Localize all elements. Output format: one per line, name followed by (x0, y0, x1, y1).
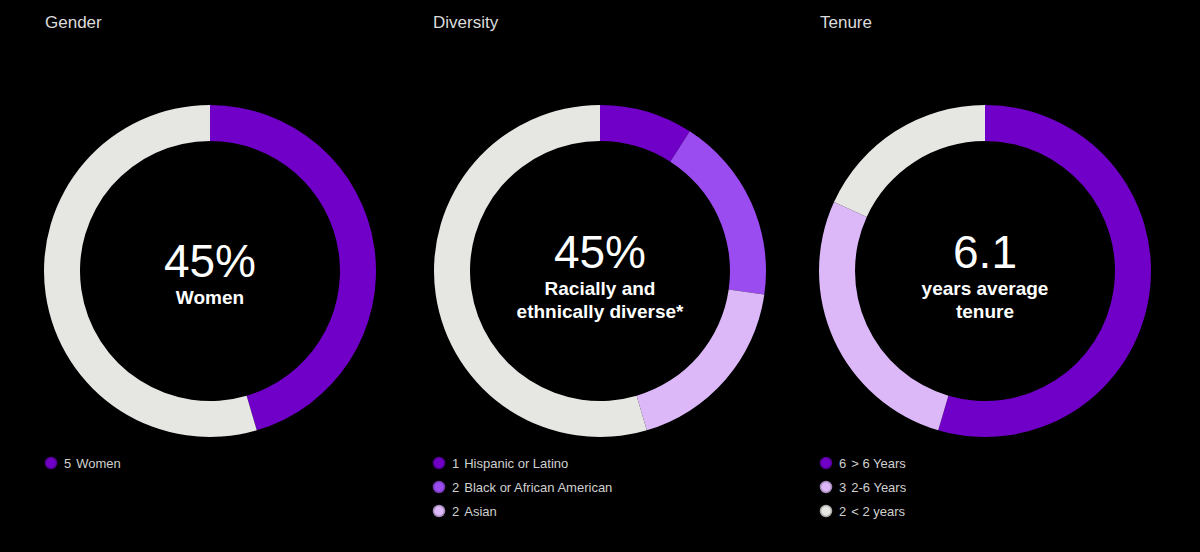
center-label: tenure (956, 301, 1014, 322)
legend-value: 6 (839, 456, 846, 471)
center-value: 6.1 (953, 226, 1017, 278)
donut-chart: Gender45%Women5Women (44, 13, 376, 471)
legend-marker (821, 458, 832, 469)
legend-marker (821, 506, 832, 517)
slices (819, 105, 1151, 437)
legend-value: 5 (64, 456, 71, 471)
legend-entry: 1 Hispanic or Latino (452, 456, 568, 471)
center-label: ethnically diverse* (517, 301, 684, 322)
legend-value: 2 (452, 480, 459, 495)
slices (44, 105, 376, 437)
legend-entry: 5 Women (64, 456, 121, 471)
center-label: Women (176, 287, 244, 308)
legend-value: 2 (839, 504, 846, 519)
legend-marker (434, 482, 445, 493)
chart-title: Diversity (433, 13, 499, 32)
center-label: years average (922, 278, 1049, 299)
legend-entry: 2 Asian (452, 504, 497, 519)
donut-chart: Tenure6.1years averagetenure6> 6 Years32… (819, 13, 1151, 519)
center-value: 45% (164, 235, 256, 287)
donut-slice (819, 202, 948, 430)
legend: 1 Hispanic or Latino 2 Black or African Ame… (434, 456, 613, 519)
legend-label: > 6 Years (851, 456, 906, 471)
legend-marker (821, 482, 832, 493)
donut-slice (938, 105, 1151, 437)
legend-entry: 6 > 6 Years (839, 456, 906, 471)
legend: 6 > 6 Years 3 2-6 Years 2 < 2 years (821, 456, 907, 519)
donut-slice (44, 105, 257, 437)
legend: 5 Women (46, 456, 121, 471)
legend-marker (46, 458, 57, 469)
legend-entry: 2 Black or African American (452, 480, 612, 495)
legend-label: Hispanic or Latino (464, 456, 568, 471)
legend-marker (434, 458, 445, 469)
donut-slice (434, 105, 647, 437)
legend-marker (434, 506, 445, 517)
legend-label: < 2 years (851, 504, 905, 519)
donut-chart: Diversity 45%Racially andethnically diver… (433, 13, 766, 519)
legend-label: Black or African American (464, 480, 612, 495)
donut-slice (834, 105, 985, 217)
legend-label: Women (76, 456, 121, 471)
legend-label: 2-6 Years (851, 480, 906, 495)
legend-value: 2 (452, 504, 459, 519)
center-label: Racially and (545, 278, 656, 299)
legend-value: 1 (452, 456, 459, 471)
legend-label: Asian (464, 504, 497, 519)
background (0, 0, 1200, 552)
legend-entry: 2 < 2 years (839, 504, 906, 519)
chart-canvas: Gender45%Women5WomenDiversity45%Racially… (0, 0, 1200, 552)
legend-entry: 3 2-6 Years (839, 480, 907, 495)
legend-value: 3 (839, 480, 846, 495)
chart-title: Tenure (820, 13, 872, 32)
slices (434, 105, 766, 437)
donut-slice (670, 131, 766, 294)
chart-title: Gender (45, 13, 102, 32)
center-value: 45% (554, 226, 646, 278)
